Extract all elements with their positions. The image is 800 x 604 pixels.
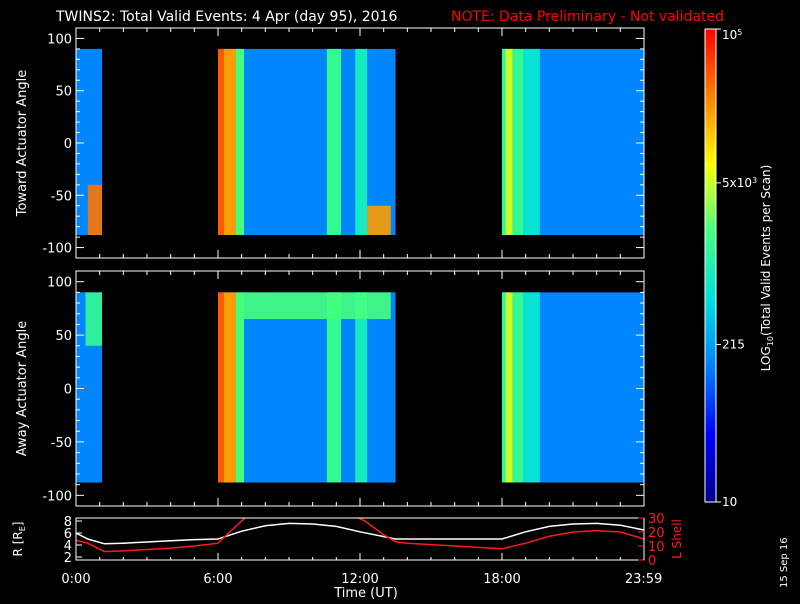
colorbar-label: LOG10(Total Valid Events per Scan): [759, 165, 775, 372]
away-angle-panel: -100 -50 0 50 100 Away Actuator Angle: [15, 270, 645, 507]
preliminary-note: NOTE: Data Preliminary - Not validated: [451, 9, 724, 25]
intensity-column: [505, 48, 513, 236]
intensity-column: [355, 48, 368, 236]
time-tick-label: 0:00: [61, 572, 90, 587]
r-tick-label: 2: [64, 551, 72, 566]
x-axis-label: Time (UT): [333, 586, 398, 600]
intensity-column: [223, 48, 236, 236]
intensity-hot-spot: [367, 205, 391, 235]
y-tick-label: -50: [51, 436, 72, 451]
time-tick-label: 23:59: [625, 572, 662, 587]
r-axis-label: R [RE]: [11, 522, 27, 557]
time-tick-label: 6:00: [203, 572, 232, 587]
y-axis-label: Away Actuator Angle: [15, 321, 30, 456]
y-tick-label: 100: [47, 276, 72, 291]
time-tick-label: 12:00: [341, 572, 378, 587]
colorbar: 10 215 5x103 105 LOG10(Total Valid Events p…: [704, 28, 775, 509]
l-shell-tick-label: 10: [648, 540, 665, 555]
y-tick-label: -100: [42, 242, 72, 257]
intensity-column: [505, 292, 513, 483]
intensity-column: [223, 292, 236, 483]
intensity-column: [502, 292, 506, 483]
l-shell-tick-label: 30: [648, 512, 665, 527]
colorbar-tick-label: 5x103: [722, 176, 757, 190]
y-tick-label: 0: [64, 383, 72, 398]
data-interval-block: [218, 292, 396, 483]
r-tick-label: 4: [64, 539, 72, 554]
intensity-column: [512, 48, 524, 236]
intensity-column: [355, 292, 368, 483]
intensity-column: [218, 292, 224, 483]
r-tick-label: 8: [64, 515, 72, 530]
intensity-column: [218, 48, 224, 236]
intensity-hot-spot: [85, 292, 103, 346]
colorbar-tick-label: 105: [722, 28, 742, 42]
y-tick-label: 50: [55, 85, 72, 100]
colorbar-ticks: 10 215 5x103 105: [716, 28, 757, 509]
r-distance-line: [76, 522, 644, 545]
intensity-column: [326, 292, 342, 483]
intensity-column: [235, 48, 245, 236]
intensity-hot-spot: [87, 184, 103, 235]
l-shell-tick-label: 0: [648, 554, 656, 569]
y-tick-label: 100: [47, 32, 72, 47]
l-shell-tick-label: 20: [648, 526, 665, 541]
y-tick-label: 50: [55, 329, 72, 344]
y-tick-label: 0: [64, 137, 72, 152]
figure-title: TWINS2: Total Valid Events: 4 Apr (day 9…: [55, 9, 397, 25]
y-tick-label: -50: [51, 189, 72, 204]
intensity-column: [235, 292, 245, 483]
l-shell-axis-label: L Shell: [670, 519, 684, 559]
intensity-column: [502, 48, 506, 236]
colorbar-tick-label: 215: [722, 337, 745, 351]
y-tick-label: -100: [42, 489, 72, 504]
colorbar-gradient: [704, 28, 717, 503]
date-stamp: 15 Sep 16: [779, 537, 790, 588]
intensity-column: [523, 48, 540, 236]
intensity-column: [512, 292, 524, 483]
y-axis-label: Toward Actuator Angle: [15, 70, 30, 217]
intensity-column: [326, 48, 342, 236]
intensity-column: [523, 292, 540, 483]
toward-angle-panel: -100 -50 0 50 100 Toward Actuator Angle: [15, 27, 645, 259]
r-tick-label: 6: [64, 527, 72, 542]
intensity-hot-spot: [241, 292, 391, 320]
time-tick-label: 18:00: [483, 572, 520, 587]
orbit-lines: [76, 518, 644, 553]
colorbar-tick-label: 10: [722, 495, 737, 509]
l-shell-line: [76, 518, 644, 553]
